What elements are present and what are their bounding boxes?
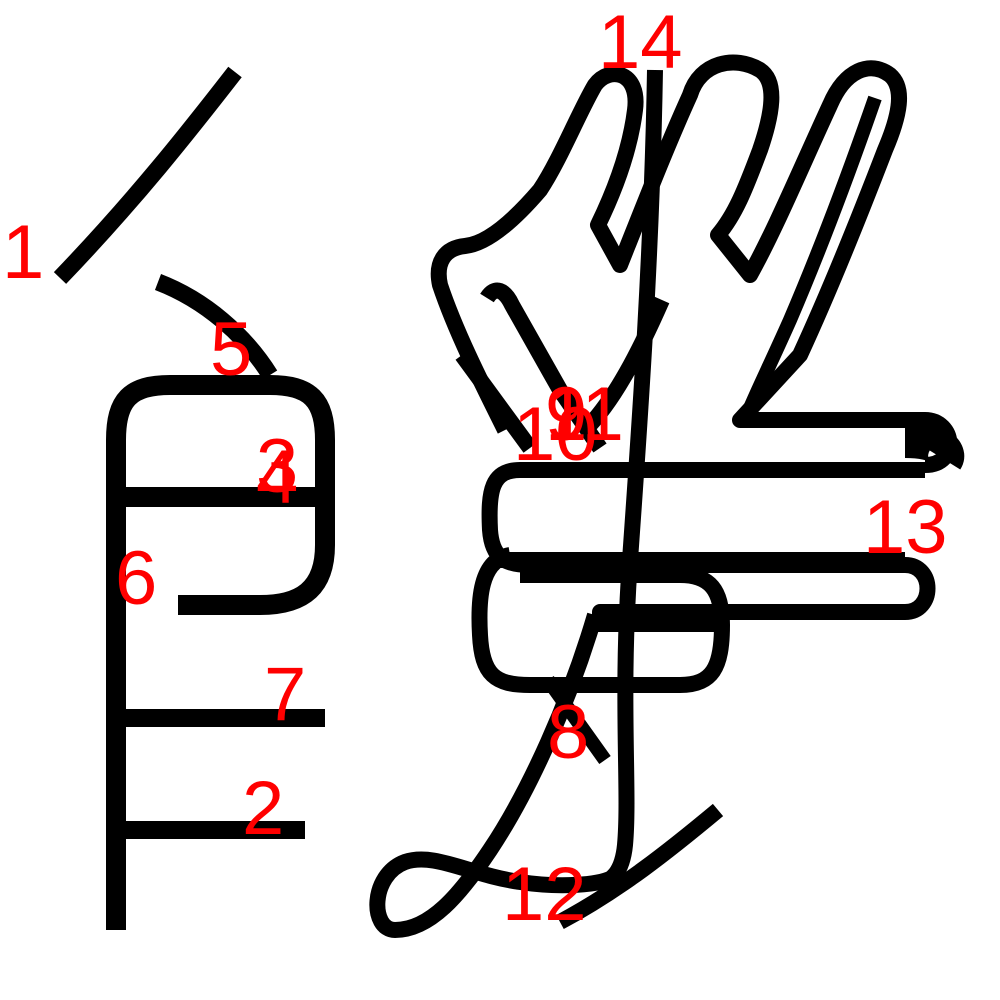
stroke-arm-diagonal	[579, 296, 670, 436]
stroke-number-10: 10	[513, 392, 598, 477]
stroke-number-14: 14	[598, 0, 683, 85]
stroke-number-2: 2	[242, 766, 284, 851]
stroke-8	[542, 675, 611, 765]
stroke-number-6: 6	[115, 536, 157, 621]
stroke-9-outline	[430, 54, 958, 473]
stroke-13	[481, 462, 936, 625]
right-component	[369, 54, 965, 938]
stroke-11	[455, 350, 537, 453]
stroke-number-8: 8	[547, 690, 589, 775]
stroke-number-3: 3	[256, 424, 298, 509]
stroke-14	[596, 69, 663, 893]
left-component	[53, 66, 335, 930]
stroke-number-4: 4	[256, 435, 298, 520]
stroke-number-5: 5	[210, 307, 252, 392]
stroke-number-9: 9	[545, 372, 587, 457]
stroke-number-12: 12	[502, 852, 587, 937]
stroke-number-11: 11	[545, 372, 624, 457]
stroke-number-13: 13	[863, 485, 948, 570]
stroke-12-tail	[556, 803, 724, 930]
stroke-finger-line	[738, 95, 882, 423]
stroke-number-1: 1	[2, 210, 44, 295]
stroke-number-7: 7	[264, 652, 306, 737]
stroke-1	[53, 66, 242, 284]
stroke-number-labels: 1 2 3 4 5 6 7 8 9 10 11 12 13 14	[2, 0, 948, 937]
stroke-6	[106, 375, 335, 930]
stroke-bar-end	[904, 422, 965, 470]
stroke-10	[480, 282, 607, 453]
stroke-12	[369, 612, 616, 938]
stroke-13-lower	[471, 547, 730, 693]
stroke-5	[154, 274, 278, 380]
